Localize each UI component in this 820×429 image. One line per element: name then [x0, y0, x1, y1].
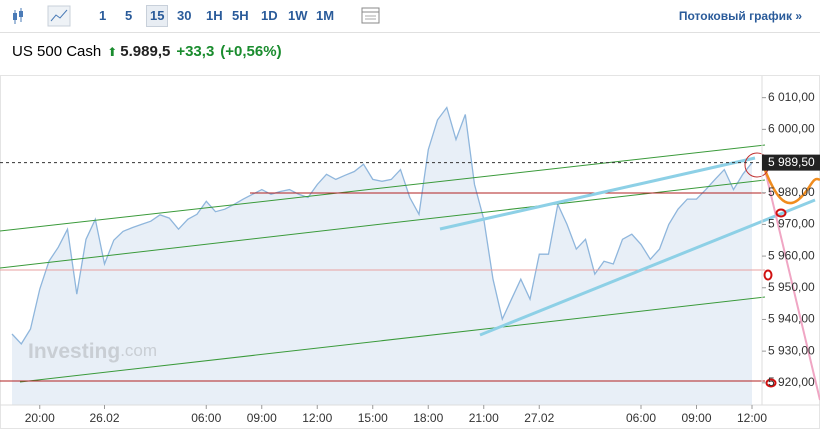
x-tick-label: 20:00: [25, 411, 55, 425]
last-price-label: 5 989,50: [768, 155, 815, 169]
trend-line: [479, 198, 816, 337]
interval-button[interactable]: 1: [99, 8, 107, 23]
y-tick-label: 5 980,00: [768, 185, 815, 199]
x-tick-label: 26.02: [89, 411, 119, 425]
y-tick-label: 5 960,00: [768, 248, 815, 262]
interval-button[interactable]: 1M: [316, 8, 335, 23]
x-tick-label: 09:00: [247, 411, 277, 425]
interval-button[interactable]: 30: [177, 8, 192, 23]
x-tick-label: 15:00: [358, 411, 388, 425]
area-icon[interactable]: [46, 0, 86, 32]
toolbar: 1 5 15 30 1H 5H 1D 1W 1M Потоковый график »: [0, 0, 820, 33]
drawings: [0, 144, 820, 401]
trend-line: [439, 156, 756, 231]
interval-button[interactable]: 1H: [206, 8, 223, 23]
y-tick-label: 5 970,00: [768, 217, 815, 231]
stream-link[interactable]: Потоковый график »: [678, 9, 802, 23]
projection-curve: [763, 169, 820, 205]
y-tick-label: 6 010,00: [768, 90, 815, 104]
settings-icon[interactable]: [360, 0, 384, 32]
projection-line: [764, 169, 820, 401]
interval-button[interactable]: 5: [125, 8, 133, 23]
change-percent: (+0,56%): [220, 43, 282, 60]
y-tick-label: 5 940,00: [768, 312, 815, 326]
channel-line: [19, 296, 766, 383]
x-tick-label: 06:00: [191, 411, 221, 425]
change: +33,3: [176, 43, 215, 60]
y-tick-label: 5 950,00: [768, 280, 815, 294]
y-tick-label: 5 930,00: [768, 343, 815, 357]
marker: [763, 269, 773, 281]
interval-button[interactable]: 5H: [232, 8, 249, 23]
x-tick-label: 27.02: [524, 411, 554, 425]
instrument: US 500 Cash: [12, 43, 102, 60]
y-tick-label: 6 000,00: [768, 122, 815, 136]
marker: [775, 208, 787, 218]
x-tick-label: 18:00: [413, 411, 443, 425]
x-tick-label: 12:00: [302, 411, 332, 425]
y-tick-label: 5 920,00: [768, 375, 815, 389]
marker: [765, 378, 777, 388]
x-tick-label: 06:00: [626, 411, 656, 425]
watermark: Investing.com: [28, 340, 157, 363]
price-line: [11, 106, 753, 345]
last-price-box: [762, 154, 820, 171]
channel-line: [0, 179, 766, 269]
interval-button[interactable]: 1W: [288, 8, 308, 23]
x-tick-label: 09:00: [681, 411, 711, 425]
up-arrow: ⬆: [107, 45, 118, 59]
x-tick-label: 21:00: [469, 411, 499, 425]
channel-line: [0, 144, 766, 232]
area-fill: [12, 107, 752, 405]
watermark-brand: Investing: [28, 340, 120, 363]
interval-button[interactable]: 1D: [261, 8, 278, 23]
watermark-suffix: .com: [120, 341, 157, 360]
price: 5.989,5: [120, 43, 171, 60]
header: US 500 Cash ⬆ 5.989,5 +33,3 (+0,56%): [12, 43, 288, 60]
x-tick-label: 12:00: [737, 411, 767, 425]
interval-button[interactable]: 15: [146, 5, 169, 27]
